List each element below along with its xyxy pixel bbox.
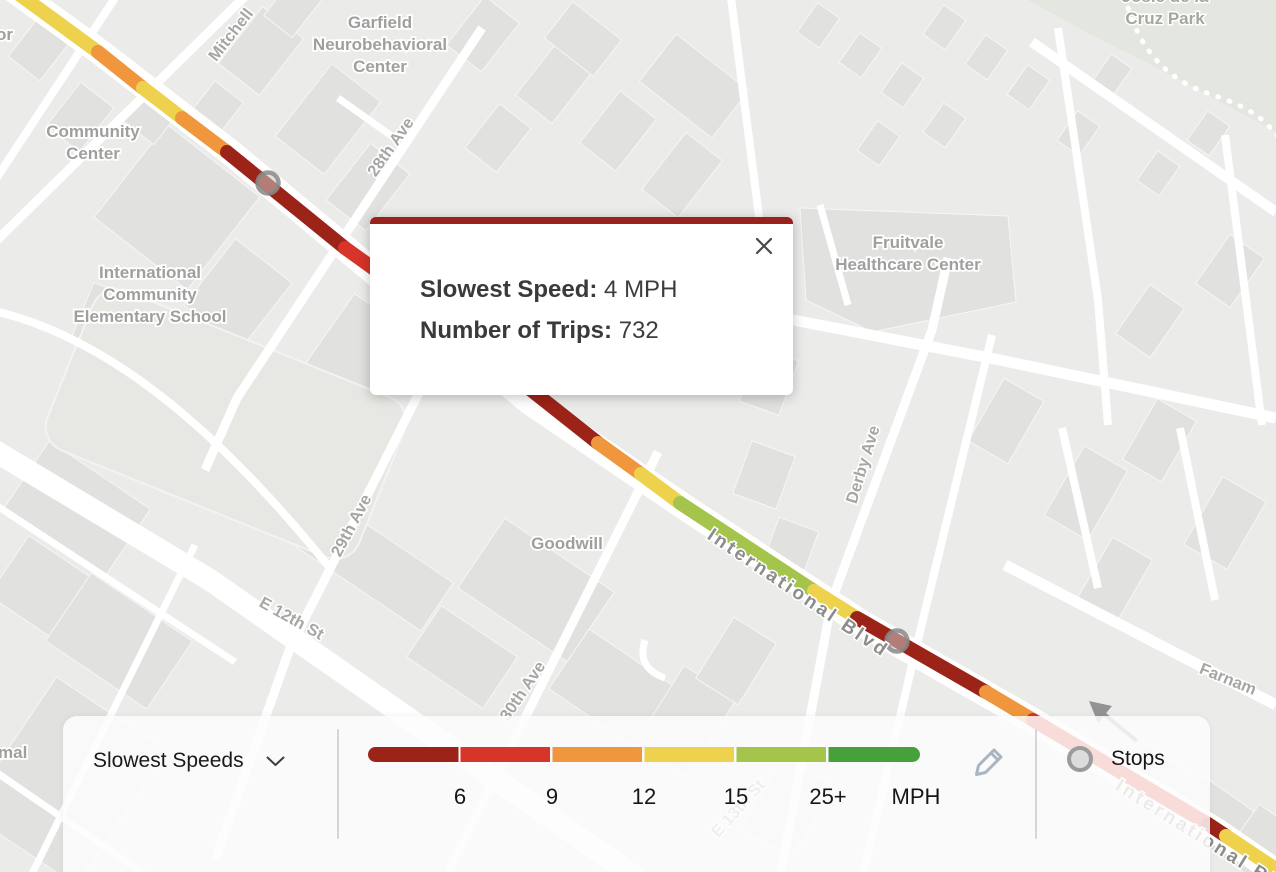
stop-marker[interactable]	[884, 628, 910, 654]
scale-tick-9: 9	[545, 784, 559, 809]
map-label-cutoff-or: or	[0, 25, 13, 44]
popup-trips-row: Number of Trips: 732	[420, 310, 769, 351]
route-segment	[850, 611, 993, 699]
map-label-school-2: Community	[103, 285, 197, 304]
stops-legend: Stops	[1065, 744, 1165, 774]
map-label-community-center-2: Center	[66, 144, 120, 163]
popup-accent-bar	[370, 217, 793, 224]
legend-divider-1	[337, 729, 339, 839]
speed-color-scale: 6 9 12 15 25+ MPH	[368, 716, 940, 846]
map-label-josie-1: Josie de la	[1122, 0, 1209, 6]
map-label-farnam: Farnam	[1197, 660, 1259, 699]
map-label-josie-2: Cruz Park	[1125, 9, 1205, 28]
scale-segment-3	[552, 747, 642, 762]
map-label-fruitvale-2: Healthcare Center	[835, 255, 981, 274]
route-segment	[807, 584, 864, 625]
scale-tick-25: 25+	[809, 784, 847, 809]
map-label-goodwill: Goodwill	[531, 534, 603, 553]
route-segment	[591, 436, 648, 481]
metric-selector-label: Slowest Speeds	[93, 749, 244, 772]
route-segment	[634, 467, 687, 510]
stop-marker[interactable]	[255, 170, 281, 196]
map-label-community-center-1: Community	[46, 122, 140, 141]
scale-segment-4	[644, 747, 734, 762]
scale-tick-15: 15	[723, 784, 749, 809]
popup-close-button[interactable]	[751, 233, 777, 259]
popup-slowest-speed-value: 4 MPH	[604, 276, 678, 303]
map-label-garfield-2: Neurobehavioral	[313, 35, 447, 54]
route-segment	[91, 45, 150, 95]
speed-color-bar	[368, 747, 920, 762]
route-segment	[1219, 829, 1276, 872]
scale-segment-1	[368, 747, 459, 762]
pencil-icon	[975, 748, 1003, 776]
segment-info-popup: Slowest Speed: 4 MPH Number of Trips: 73…	[370, 217, 793, 395]
route-segment	[220, 145, 352, 255]
legend-panel: Slowest Speeds 6 9 12 15	[63, 716, 1210, 872]
park-area	[1028, 0, 1276, 132]
scale-unit-label: MPH	[891, 784, 941, 809]
metric-selector[interactable]: Slowest Speeds	[93, 749, 285, 773]
scale-segment-2	[460, 747, 550, 762]
route-segment	[673, 496, 821, 598]
popup-trips-label: Number of Trips:	[420, 317, 613, 344]
route-segment	[979, 685, 1040, 727]
route-segment	[136, 81, 189, 125]
chevron-down-icon	[266, 756, 285, 766]
legend-divider-2	[1035, 729, 1037, 839]
popup-slowest-speed-label: Slowest Speed:	[420, 276, 598, 303]
scale-segment-5	[736, 747, 826, 762]
park-trail	[1125, 5, 1276, 139]
map-label-fruitvale-1: Fruitvale	[873, 233, 944, 252]
edit-scale-button[interactable]	[963, 738, 1013, 788]
stop-circle-icon	[1067, 746, 1093, 772]
popup-body: Slowest Speed: 4 MPH Number of Trips: 73…	[420, 269, 769, 351]
map-label-school-3: Elementary School	[73, 307, 226, 326]
scale-tick-12: 12	[631, 784, 657, 809]
popup-trips-value: 732	[618, 317, 659, 344]
map-label-garfield-3: Center	[353, 57, 407, 76]
scale-tick-6: 6	[453, 784, 467, 809]
map-label-garfield-1: Garfield	[348, 13, 412, 32]
map-label-cutoff-mal: mal	[0, 743, 27, 762]
route-segment	[15, 0, 105, 59]
stop-markers	[255, 170, 910, 654]
stops-legend-label: Stops	[1111, 747, 1165, 770]
map-label-school-1: International	[99, 263, 201, 282]
route-segment	[175, 111, 234, 159]
close-icon	[755, 237, 773, 255]
scale-segment-6	[828, 747, 920, 762]
popup-slowest-speed-row: Slowest Speed: 4 MPH	[420, 269, 769, 310]
